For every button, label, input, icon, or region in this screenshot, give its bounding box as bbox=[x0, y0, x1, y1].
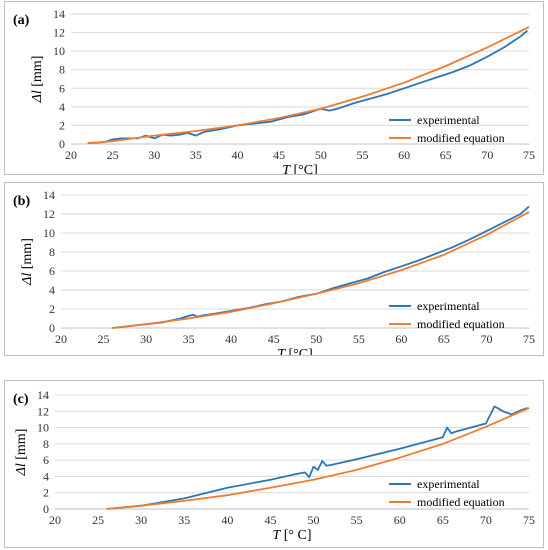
chart-b-x-tick-label: 70 bbox=[480, 332, 492, 346]
chart-c-series-modified-equation-line bbox=[106, 407, 530, 510]
chart-a-x-tick-label: 75 bbox=[523, 148, 535, 162]
chart-c-y-tick-label: 10 bbox=[37, 421, 49, 435]
chart-b-x-tick-label: 65 bbox=[438, 332, 450, 346]
chart-b-x-tick-label: 40 bbox=[225, 332, 237, 346]
chart-c-x-tick-label: 45 bbox=[264, 513, 276, 527]
chart-b-x-tick-label: 30 bbox=[140, 332, 152, 346]
chart-b-y-tick-label: 6 bbox=[49, 264, 55, 278]
chart-b-panel-label: (b) bbox=[13, 194, 30, 209]
chart-a-y-tick-label: 12 bbox=[53, 26, 65, 40]
chart-b-y-tick-label: 10 bbox=[43, 226, 55, 240]
chart-panel-a: 0 2 4 6 8 10 12 14 20 25 30 35 40 45 50 55 60 65 70 75 (a) Δl… bbox=[4, 1, 544, 175]
chart-c-svg: 0 2 4 6 8 10 12 14 20 25 30 35 40 45 50 55 60 65 70 75 (c) Δl… bbox=[13, 388, 535, 543]
chart-a-y-tick-label: 6 bbox=[59, 81, 65, 95]
chart-c-y-tick-label: 0 bbox=[43, 502, 49, 516]
chart-c-x-tick-label: 50 bbox=[308, 513, 320, 527]
chart-c-legend-label-modified-equation: modified equation bbox=[417, 495, 505, 509]
chart-a-y-tick-label: 8 bbox=[59, 63, 65, 77]
chart-c-x-tick-label: 40 bbox=[221, 513, 233, 527]
chart-panel-c: 0 2 4 6 8 10 12 14 20 25 30 35 40 45 50 55 60 65 70 75 (c) Δl… bbox=[4, 380, 544, 548]
chart-a-y-tick-label: 10 bbox=[53, 44, 65, 58]
chart-a-x-tick-label: 35 bbox=[190, 148, 202, 162]
chart-a-x-tick-label: 50 bbox=[315, 148, 327, 162]
chart-a-series-modified-equation-line bbox=[87, 26, 530, 144]
chart-a-svg: 0 2 4 6 8 10 12 14 20 25 30 35 40 45 50 55 60 65 70 75 (a) Δl… bbox=[13, 7, 535, 174]
chart-c-y-axis-label: Δl [mm] bbox=[14, 429, 29, 477]
chart-c-series-experimental-line bbox=[106, 405, 528, 510]
chart-b-y-tick-label: 14 bbox=[43, 188, 55, 202]
chart-b-y-tick-label: 0 bbox=[49, 321, 55, 335]
chart-b-svg: 0 2 4 6 8 10 12 14 20 25 30 35 40 45 50 55 60 65 70 75 (b) Δl… bbox=[13, 188, 535, 355]
chart-c-x-tick-label: 20 bbox=[49, 513, 61, 527]
chart-c-x-tick-label: 60 bbox=[394, 513, 406, 527]
chart-c-y-tick-label: 6 bbox=[43, 453, 49, 467]
chart-c-x-tick-label: 35 bbox=[178, 513, 190, 527]
chart-a-y-tick-label: 4 bbox=[59, 100, 65, 114]
chart-b-x-tick-label: 50 bbox=[310, 332, 322, 346]
chart-a-x-tick-label: 40 bbox=[232, 148, 244, 162]
chart-a-x-tick-label: 30 bbox=[148, 148, 160, 162]
chart-c-y-tick-label: 8 bbox=[43, 437, 49, 451]
chart-b-legend-label-modified-equation: modified equation bbox=[417, 317, 505, 331]
chart-b-x-axis-label: T [°C] bbox=[277, 347, 313, 355]
chart-a-x-tick-label: 60 bbox=[398, 148, 410, 162]
chart-b-y-axis-label: Δl [mm] bbox=[20, 238, 35, 286]
chart-a-legend-label-experimental: experimental bbox=[417, 113, 480, 127]
chart-a-y-tick-label: 14 bbox=[53, 7, 65, 21]
chart-a-legend-label-modified-equation: modified equation bbox=[417, 131, 505, 145]
chart-c-panel-label: (c) bbox=[13, 392, 29, 407]
chart-b-x-tick-label: 60 bbox=[395, 332, 407, 346]
chart-b-x-tick-label: 25 bbox=[98, 332, 110, 346]
chart-a-x-tick-label: 70 bbox=[481, 148, 493, 162]
chart-c-x-axis-label: T [° C] bbox=[272, 528, 311, 543]
chart-a-x-tick-label: 55 bbox=[356, 148, 368, 162]
chart-b-x-tick-label: 55 bbox=[353, 332, 365, 346]
chart-c-y-tick-label: 12 bbox=[37, 404, 49, 418]
chart-panel-b: 0 2 4 6 8 10 12 14 20 25 30 35 40 45 50 55 60 65 70 75 (b) Δl… bbox=[4, 182, 544, 356]
chart-c-x-tick-label: 25 bbox=[92, 513, 104, 527]
chart-c-x-tick-label: 70 bbox=[480, 513, 492, 527]
chart-b-series-modified-equation-line bbox=[112, 211, 530, 329]
chart-c-x-tick-label: 55 bbox=[351, 513, 363, 527]
chart-a-x-tick-label: 20 bbox=[65, 148, 77, 162]
chart-a-x-tick-label: 25 bbox=[107, 148, 119, 162]
chart-b-x-tick-label: 75 bbox=[523, 332, 535, 346]
chart-c-y-tick-label: 14 bbox=[37, 388, 49, 402]
chart-b-x-tick-label: 45 bbox=[268, 332, 280, 346]
chart-b-y-tick-label: 8 bbox=[49, 245, 55, 259]
chart-b-y-tick-label: 12 bbox=[43, 207, 55, 221]
chart-b-y-tick-label: 2 bbox=[49, 302, 55, 316]
chart-c-y-tick-label: 2 bbox=[43, 486, 49, 500]
chart-a-y-tick-label: 2 bbox=[59, 118, 65, 132]
chart-b-legend-label-experimental: experimental bbox=[417, 299, 480, 313]
chart-c-y-tick-label: 4 bbox=[43, 469, 49, 483]
chart-b-y-tick-label: 4 bbox=[49, 283, 55, 297]
chart-c-x-tick-label: 30 bbox=[135, 513, 147, 527]
chart-c-x-tick-label: 65 bbox=[437, 513, 449, 527]
chart-a-panel-label: (a) bbox=[13, 13, 30, 28]
chart-a-y-tick-label: 0 bbox=[59, 137, 65, 151]
chart-a-y-axis-label: Δl [mm] bbox=[30, 56, 45, 104]
chart-a-x-axis-label: T [°C] bbox=[282, 163, 318, 174]
chart-c-legend-label-experimental: experimental bbox=[417, 477, 480, 491]
chart-c-x-tick-label: 75 bbox=[523, 513, 535, 527]
chart-b-x-tick-label: 20 bbox=[55, 332, 67, 346]
chart-a-x-tick-label: 45 bbox=[273, 148, 285, 162]
chart-b-x-tick-label: 35 bbox=[183, 332, 195, 346]
chart-a-x-tick-label: 65 bbox=[440, 148, 452, 162]
